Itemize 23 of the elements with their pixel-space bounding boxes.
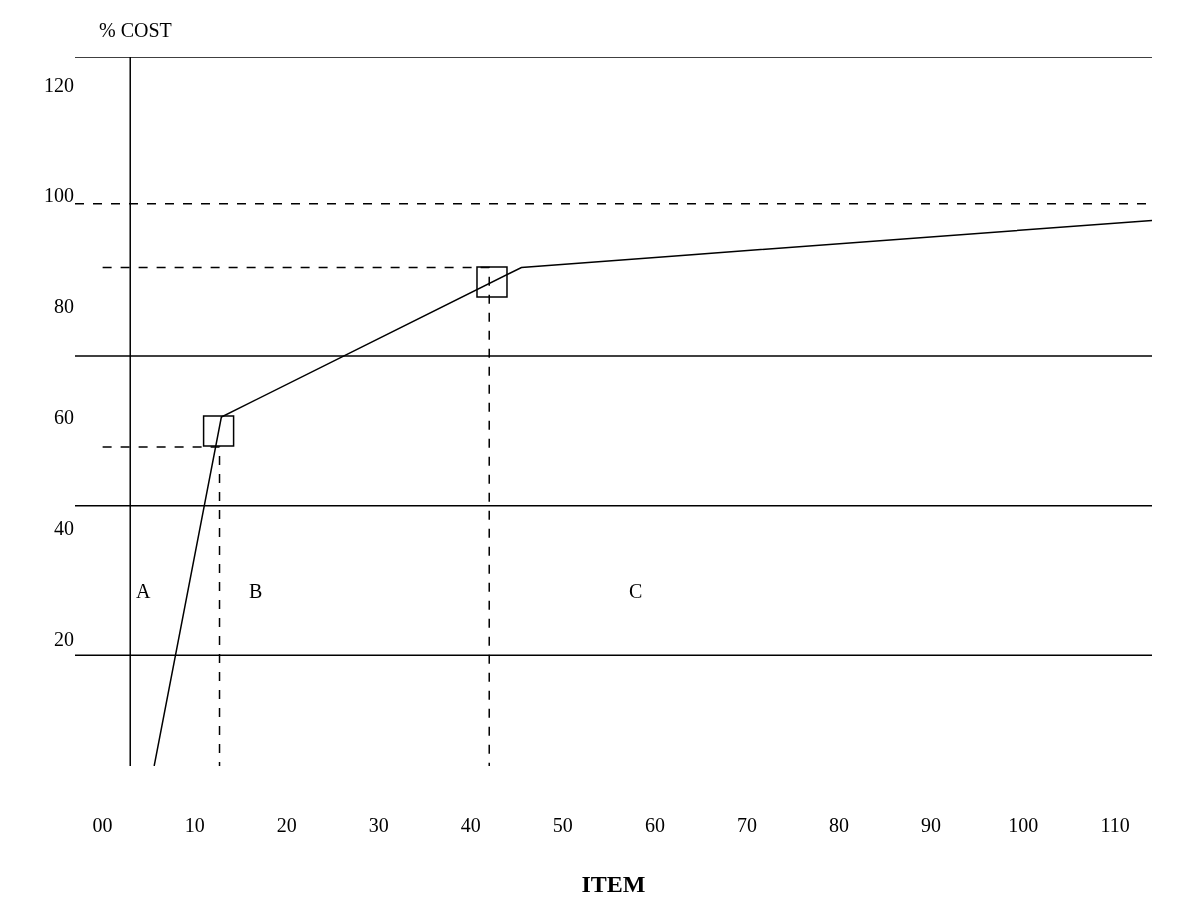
x-tick-label: 50 (552, 814, 573, 836)
y-tick-label: 100 (44, 184, 74, 207)
x-axis-title: ITEM (581, 871, 646, 898)
x-tick-label: 70 (736, 814, 757, 836)
x-tick-label: 10 (184, 814, 205, 836)
y-tick-label: 40 (54, 516, 74, 539)
x-tick-label: 100 (1008, 814, 1039, 836)
x-tick-label: 00 (92, 814, 113, 836)
x-tick-label: 90 (921, 814, 942, 836)
annotation: B (249, 580, 263, 602)
x-tick-label: 60 (644, 814, 665, 836)
y-tick-label: 120 (44, 73, 74, 96)
annotation: C (629, 580, 643, 602)
y-axis-title: % COST (99, 19, 172, 41)
y-tick-label: 80 (54, 295, 74, 318)
y-tick-label: 60 (54, 406, 74, 429)
x-tick-label: 20 (276, 814, 297, 836)
x-tick-label: 30 (368, 814, 389, 836)
annotation: A (136, 580, 151, 602)
x-tick-label: 80 (829, 814, 850, 836)
x-tick-label: 40 (460, 814, 481, 836)
y-tick-label: 20 (54, 627, 74, 650)
x-tick-label: 110 (1100, 814, 1130, 836)
